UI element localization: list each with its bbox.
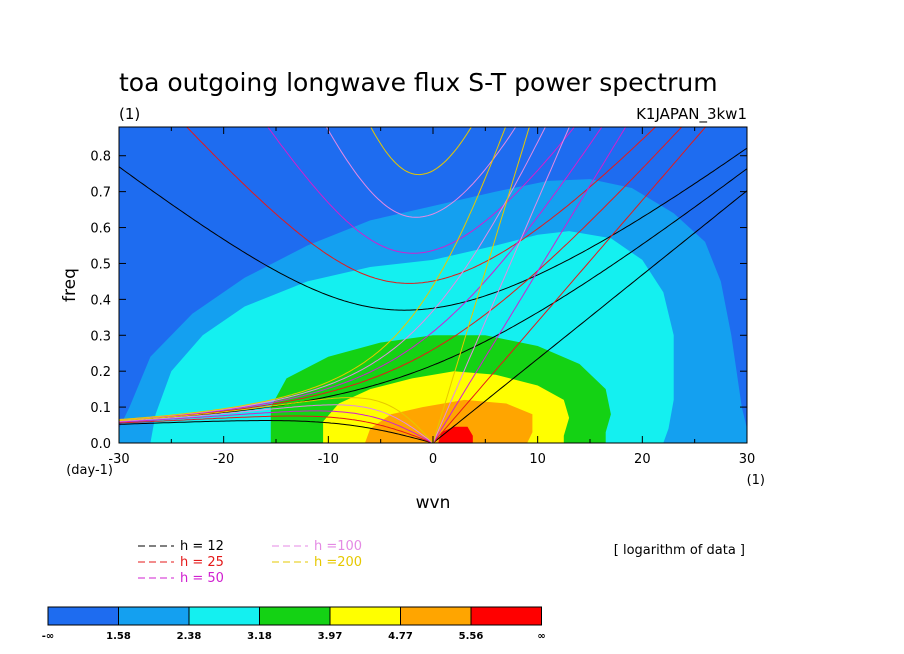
x-tick-label: 0 — [429, 452, 437, 467]
x-tick-label: 20 — [634, 452, 651, 467]
contour-fill-5.56 — [438, 426, 473, 443]
x-tick-label: -20 — [213, 452, 234, 467]
dispersion-curve-h25-kelvin — [432, 127, 707, 443]
colorbar-segment — [400, 606, 472, 626]
colorbar-label: 1.58 — [106, 631, 131, 642]
dispersion-curve-h200-rossby — [119, 397, 434, 443]
x-axis-unit: (1) — [747, 473, 765, 488]
colorbar-segment — [47, 606, 119, 626]
colorbar-label: ∞ — [537, 631, 545, 642]
dispersion-curve-h12-rossby — [119, 420, 434, 443]
legend-label: h = 12 — [180, 539, 224, 554]
chart-title: toa outgoing longwave flux S-T power spe… — [119, 68, 718, 97]
dispersion-curve-h100-inertia-gravity — [325, 127, 517, 218]
y-tick-label: 0.6 — [90, 222, 111, 237]
y-tick-label: 0.4 — [90, 293, 111, 308]
dispersion-curve-h200-mrg — [119, 127, 507, 421]
dispersion-curve-h50-kelvin — [432, 127, 627, 443]
dispersion-curve-h12-inertia-gravity — [119, 147, 747, 311]
y-tick-label: 0.7 — [90, 186, 111, 201]
run-label: K1JAPAN_3kw1 — [636, 105, 747, 124]
x-tick-label: 10 — [529, 452, 546, 467]
legend-label: h =100 — [314, 539, 362, 554]
axis-ticks: -30 -20 -10 0 10 20 30 0.0 0.1 0.2 0.3 0.4 0.5 0.6 0.7… — [90, 127, 755, 467]
colorbar-label: 4.77 — [388, 631, 413, 642]
x-tick-label: -30 — [108, 452, 129, 467]
y-tick-label: 0.1 — [90, 401, 111, 416]
dispersion-curve-h50-inertia-gravity — [267, 127, 575, 254]
y-tick-label: 0.3 — [90, 329, 111, 344]
dispersion-curve-h25-inertia-gravity — [186, 127, 657, 284]
legend-label: h = 50 — [180, 571, 224, 586]
y-axis-label: freq — [60, 268, 80, 302]
dispersion-curve-h12-kelvin — [432, 190, 747, 443]
contour-fill-4.77 — [365, 399, 533, 443]
legend-label: h =200 — [314, 555, 362, 570]
y-axis-unit: (day-1) — [66, 463, 113, 478]
dispersion-curve-h25-rossby — [119, 415, 434, 443]
dispersion-curve-h100-rossby — [119, 404, 434, 443]
x-tick-label: -10 — [318, 452, 339, 467]
colorbar-segment — [470, 606, 542, 626]
colorbar-segment — [259, 606, 331, 626]
legend-label: h = 25 — [180, 555, 224, 570]
dispersion-curve-h200-kelvin — [432, 127, 530, 443]
dispersion-curve-h200-inertia-gravity — [370, 127, 472, 176]
y-tick-label: 0.0 — [90, 437, 111, 452]
dispersion-curve-h100-kelvin — [432, 127, 570, 443]
data-note: [ logarithm of data ] — [614, 543, 745, 558]
y-tick-label: 0.8 — [90, 150, 111, 165]
y-tick-label: 0.5 — [90, 257, 111, 272]
colorbar-segment — [188, 606, 260, 626]
colorbar-segment — [118, 606, 190, 626]
colorbar-label: 3.18 — [247, 631, 272, 642]
chart-subtitle: (1) — [119, 105, 140, 123]
colorbar-label: 2.38 — [177, 631, 202, 642]
x-tick-label: 30 — [739, 452, 756, 467]
colorbar-label: 5.56 — [459, 631, 484, 642]
x-axis-label: wvn — [416, 493, 451, 513]
dispersion-curve-h50-rossby — [119, 410, 434, 443]
colorbar-label: 3.97 — [318, 631, 343, 642]
colorbar-segment — [329, 606, 401, 626]
dispersion-curves — [119, 127, 747, 443]
colorbar: -∞ 1.58 2.38 3.18 3.97 4.77 5.56 ∞ — [42, 606, 546, 642]
y-tick-label: 0.2 — [90, 365, 111, 380]
colorbar-label: -∞ — [42, 631, 54, 642]
